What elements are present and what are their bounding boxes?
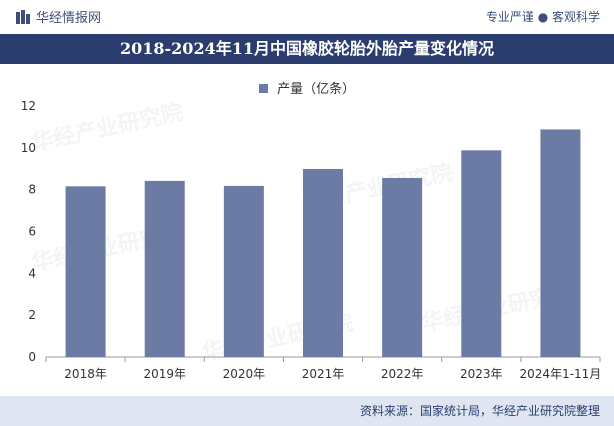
y-tick-label: 2	[28, 308, 36, 322]
bar[interactable]	[540, 129, 581, 357]
x-tick-label: 2023年	[460, 367, 503, 381]
slogan: 专业严谨 ● 客观科学	[485, 10, 600, 24]
legend-label: 产量（亿条）	[277, 82, 356, 97]
y-tick-label: 6	[28, 225, 36, 239]
brand-name: 华经情报网	[36, 11, 102, 26]
bar[interactable]	[303, 168, 343, 357]
top-bar: 华经情报网 专业严谨 ● 客观科学	[0, 0, 614, 30]
x-tick-label: 2019年	[143, 367, 186, 381]
y-tick-label: 8	[28, 183, 36, 197]
chart-title: 2018-2024年11月中国橡胶轮胎外胎产量变化情况	[0, 34, 614, 64]
x-tick-label: 2022年	[381, 367, 424, 381]
y-tick-label: 4	[28, 266, 36, 280]
bar[interactable]	[144, 180, 185, 357]
bar[interactable]	[461, 150, 502, 357]
bar[interactable]	[65, 186, 106, 357]
chart-legend[interactable]: 产量（亿条）	[0, 78, 614, 97]
x-tick-label: 2024年1-11月	[520, 367, 602, 381]
footer: 资料来源：国家统计局，华经产业研究院整理	[0, 396, 614, 426]
source-note: 资料来源：国家统计局，华经产业研究院整理	[359, 404, 600, 418]
y-tick-label: 12	[21, 99, 36, 113]
bar[interactable]	[223, 185, 264, 357]
bar-chart: 0 2 4 6 8 10 12 2018年 2019年 2020年 2021年 2022年 2023年 2…	[21, 99, 602, 381]
bar[interactable]	[382, 177, 423, 357]
y-tick-label: 0	[28, 350, 36, 364]
brand[interactable]: 华经情报网	[16, 7, 101, 26]
x-tick-label: 2020年	[223, 367, 266, 381]
legend-swatch	[258, 84, 268, 93]
brand-logo-icon	[16, 9, 30, 24]
x-tick-label: 2018年	[64, 367, 107, 381]
y-tick-label: 10	[21, 141, 36, 155]
x-tick-label: 2021年	[302, 367, 345, 381]
